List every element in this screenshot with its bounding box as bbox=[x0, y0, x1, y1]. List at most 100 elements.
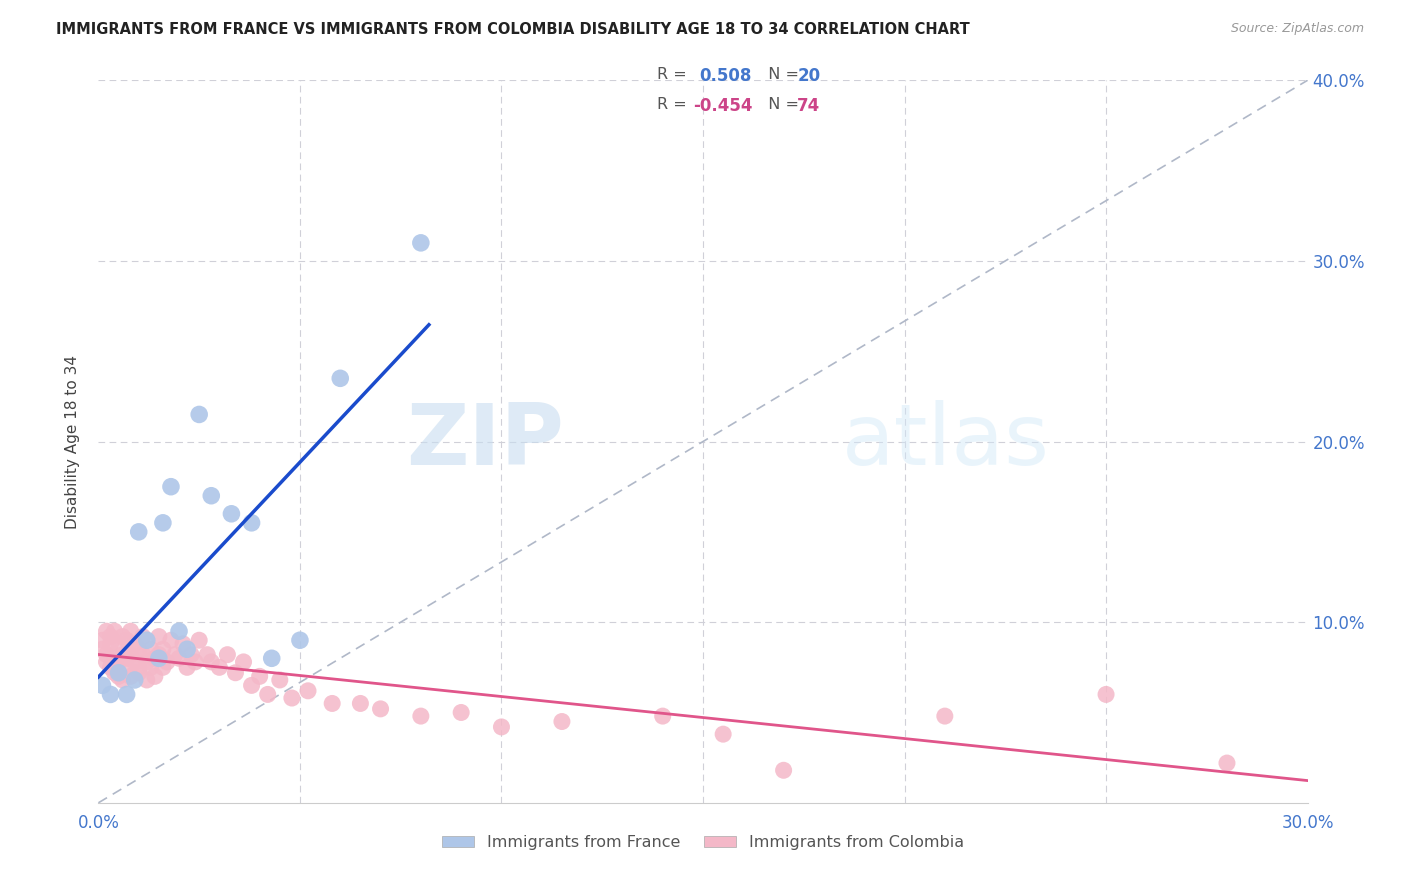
Point bbox=[450, 706, 472, 720]
Point bbox=[172, 637, 194, 651]
Point bbox=[651, 709, 673, 723]
Point bbox=[111, 673, 134, 687]
Point bbox=[103, 651, 125, 665]
Point bbox=[120, 648, 142, 662]
Text: N =: N = bbox=[758, 67, 804, 82]
Point bbox=[103, 665, 125, 680]
Text: 74: 74 bbox=[797, 97, 821, 115]
Point bbox=[100, 660, 122, 674]
Point bbox=[409, 235, 432, 250]
Point bbox=[269, 673, 291, 687]
Text: R =: R = bbox=[657, 67, 696, 82]
Point bbox=[111, 630, 134, 644]
Point bbox=[1095, 687, 1118, 701]
Text: IMMIGRANTS FROM FRANCE VS IMMIGRANTS FROM COLOMBIA DISABILITY AGE 18 TO 34 CORRE: IMMIGRANTS FROM FRANCE VS IMMIGRANTS FRO… bbox=[56, 22, 970, 37]
Point bbox=[180, 648, 202, 662]
Point bbox=[288, 633, 311, 648]
Point bbox=[120, 624, 142, 639]
Point bbox=[100, 637, 122, 651]
Point bbox=[107, 637, 129, 651]
Point bbox=[100, 630, 122, 644]
Point bbox=[167, 651, 190, 665]
Point bbox=[132, 630, 155, 644]
Point bbox=[491, 720, 513, 734]
Point bbox=[711, 727, 734, 741]
Point bbox=[329, 371, 352, 385]
Point bbox=[188, 633, 211, 648]
Point bbox=[163, 648, 186, 662]
Point bbox=[217, 648, 239, 662]
Point bbox=[91, 633, 114, 648]
Point bbox=[176, 660, 198, 674]
Text: atlas: atlas bbox=[842, 400, 1050, 483]
Point bbox=[256, 687, 278, 701]
Point bbox=[128, 660, 150, 674]
Point bbox=[188, 408, 211, 422]
Point bbox=[128, 524, 150, 539]
Point bbox=[934, 709, 956, 723]
Point bbox=[96, 648, 118, 662]
Point bbox=[128, 642, 150, 657]
Point bbox=[200, 655, 222, 669]
Point bbox=[107, 655, 129, 669]
Point bbox=[128, 665, 150, 680]
Point bbox=[221, 507, 243, 521]
Point bbox=[143, 669, 166, 683]
Point bbox=[1216, 756, 1239, 770]
Point bbox=[148, 651, 170, 665]
Point bbox=[260, 651, 283, 665]
Text: N =: N = bbox=[758, 97, 804, 112]
Point bbox=[111, 648, 134, 662]
Text: R =: R = bbox=[657, 97, 692, 112]
Point bbox=[115, 633, 138, 648]
Text: ZIP: ZIP bbox=[406, 400, 564, 483]
Point bbox=[115, 660, 138, 674]
Point bbox=[224, 665, 246, 680]
Point bbox=[184, 655, 207, 669]
Point bbox=[100, 687, 122, 701]
Point bbox=[249, 669, 271, 683]
Point bbox=[240, 678, 263, 692]
Point bbox=[200, 489, 222, 503]
Point bbox=[91, 642, 114, 657]
Point bbox=[96, 655, 118, 669]
Point bbox=[103, 624, 125, 639]
Point bbox=[152, 642, 174, 657]
Point bbox=[152, 516, 174, 530]
Text: Source: ZipAtlas.com: Source: ZipAtlas.com bbox=[1230, 22, 1364, 36]
Text: -0.454: -0.454 bbox=[693, 97, 752, 115]
Y-axis label: Disability Age 18 to 34: Disability Age 18 to 34 bbox=[65, 354, 80, 529]
Point bbox=[135, 655, 157, 669]
Text: 20: 20 bbox=[797, 67, 820, 85]
Point bbox=[139, 660, 162, 674]
Point bbox=[232, 655, 254, 669]
Point bbox=[551, 714, 574, 729]
Point bbox=[135, 673, 157, 687]
Point bbox=[148, 630, 170, 644]
Point bbox=[124, 673, 146, 687]
Point bbox=[409, 709, 432, 723]
Point bbox=[240, 516, 263, 530]
Point bbox=[297, 683, 319, 698]
Point bbox=[176, 642, 198, 657]
Point bbox=[195, 648, 218, 662]
Point bbox=[208, 660, 231, 674]
Point bbox=[91, 678, 114, 692]
Point bbox=[107, 669, 129, 683]
Point bbox=[156, 655, 179, 669]
Point bbox=[281, 691, 304, 706]
Point bbox=[167, 624, 190, 639]
Point bbox=[96, 624, 118, 639]
Point bbox=[321, 697, 343, 711]
Point bbox=[160, 480, 183, 494]
Point bbox=[124, 637, 146, 651]
Point bbox=[370, 702, 392, 716]
Point bbox=[124, 655, 146, 669]
Point bbox=[148, 648, 170, 662]
Point bbox=[139, 642, 162, 657]
Point bbox=[772, 764, 794, 778]
Text: 0.508: 0.508 bbox=[699, 67, 751, 85]
Point bbox=[160, 633, 183, 648]
Point bbox=[107, 665, 129, 680]
Point bbox=[132, 648, 155, 662]
